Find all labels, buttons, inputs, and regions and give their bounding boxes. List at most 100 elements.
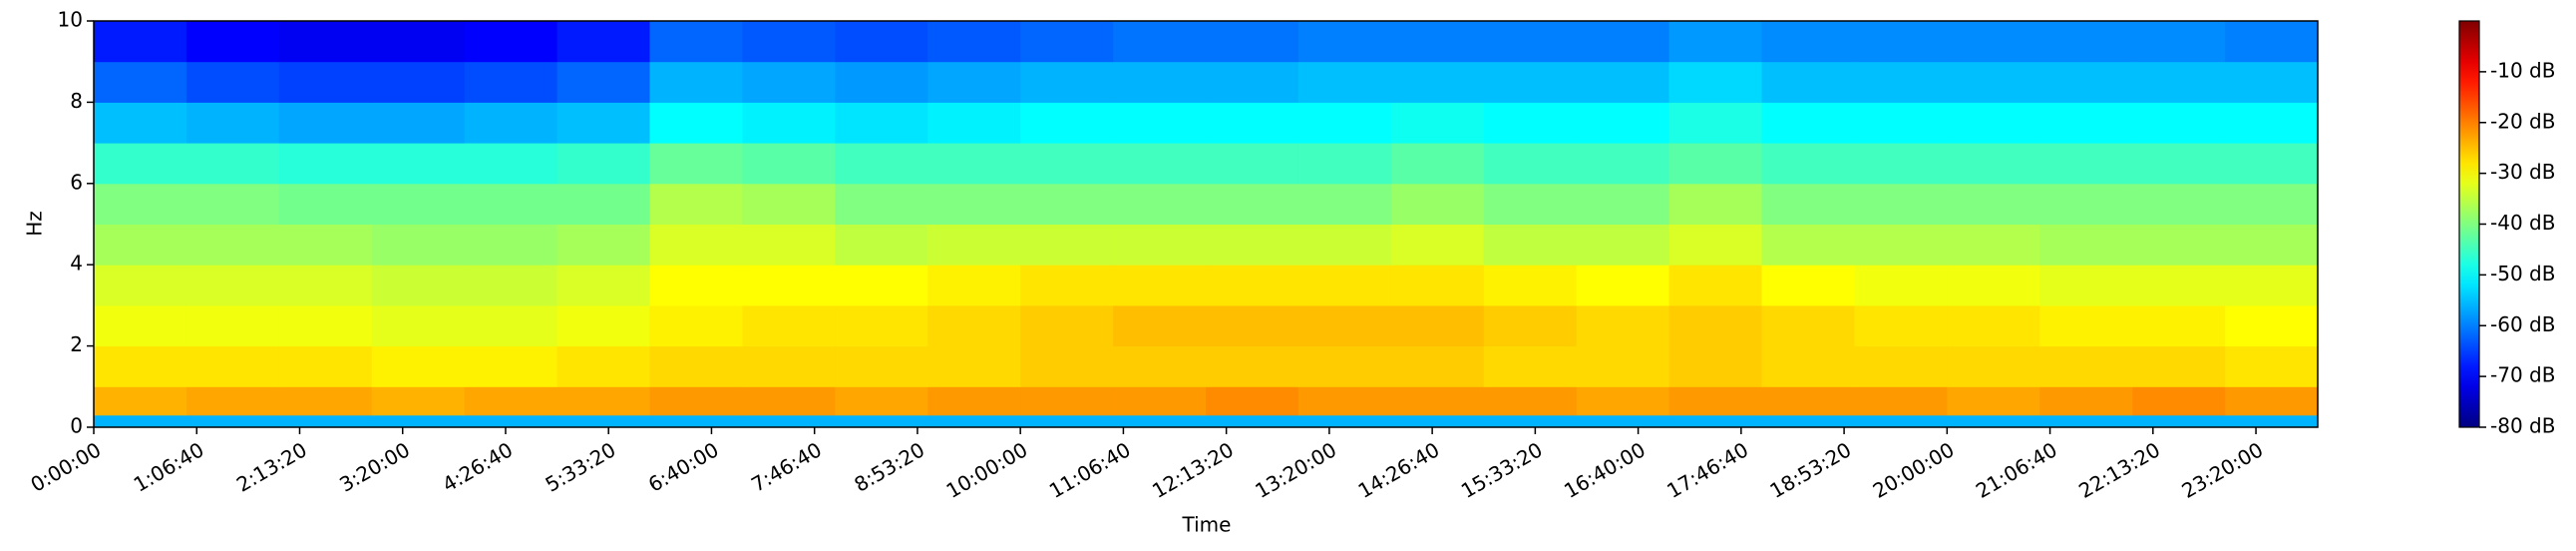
heatmap-cell (464, 61, 558, 103)
heatmap-cell (1206, 414, 1299, 428)
heatmap-cell (2039, 265, 2133, 306)
x-tick-label: 21:06:40 (1972, 437, 2061, 503)
heatmap-cell (2039, 345, 2133, 387)
heatmap-cell (464, 345, 558, 387)
heatmap-cell (927, 386, 1021, 416)
heatmap-cell (1020, 21, 1114, 63)
x-tick-label: 3:20:00 (335, 437, 414, 496)
heatmap-cell (1854, 102, 1948, 144)
heatmap-cell (927, 143, 1021, 185)
heatmap-cell (927, 304, 1021, 347)
heatmap-cell (1390, 21, 1485, 63)
heatmap-cell (371, 61, 466, 103)
heatmap-cell (742, 265, 836, 306)
heatmap-cell (278, 345, 373, 387)
heatmap-cell (1020, 345, 1114, 387)
heatmap-cell (1947, 265, 2040, 306)
x-tick-label: 4:26:40 (438, 437, 517, 496)
heatmap-cell (835, 21, 928, 63)
heatmap-cell (556, 414, 650, 428)
heatmap-cell (1297, 143, 1392, 185)
heatmap-cell (464, 21, 558, 63)
heatmap-cell (1113, 386, 1207, 416)
y-tick-label: 8 (70, 89, 83, 113)
heatmap-cell (1576, 265, 1670, 306)
heatmap-cell (1206, 386, 1299, 416)
heatmap-cell (2132, 414, 2226, 428)
heatmap-cell (185, 61, 280, 103)
heatmap-cell (464, 224, 558, 266)
colorbar-tick-label: -30 dB (2490, 160, 2555, 184)
heatmap-cell (2225, 224, 2319, 266)
y-tick-label: 6 (70, 170, 83, 194)
heatmap-cell (1576, 386, 1670, 416)
heatmap-cell (2132, 265, 2226, 306)
heatmap-cell (649, 21, 743, 63)
heatmap-cell (1390, 143, 1485, 185)
x-tick-label: 6:40:00 (644, 437, 723, 496)
heatmap-cell (2225, 61, 2319, 103)
heatmap-cell (1483, 102, 1578, 144)
heatmap-cell (278, 143, 373, 185)
heatmap-cell (927, 102, 1021, 144)
heatmap-cell (1483, 224, 1578, 266)
colorbar-tick-label: -70 dB (2490, 363, 2555, 387)
heatmap-cell (464, 265, 558, 306)
heatmap-cell (835, 414, 928, 428)
heatmap-cell (371, 386, 466, 416)
heatmap-cell (835, 265, 928, 306)
heatmap-cell (742, 414, 836, 428)
heatmap-cell (1761, 102, 1855, 144)
x-axis-label: Time (1182, 513, 1232, 537)
heatmap-cell (649, 345, 743, 387)
heatmap-cell (278, 224, 373, 266)
heatmap-cell (1761, 224, 1855, 266)
heatmap-cell (2039, 61, 2133, 103)
heatmap-cell (1668, 102, 1762, 144)
heatmap-cell (1761, 386, 1855, 416)
heatmap-cell (835, 345, 928, 387)
heatmap-cell (1668, 224, 1762, 266)
heatmap-cell (1206, 102, 1299, 144)
heatmap-cell (1113, 183, 1207, 225)
heatmap-cell (2132, 21, 2226, 63)
x-tick-label: 22:13:20 (2074, 437, 2164, 503)
heatmap-cell (649, 304, 743, 347)
heatmap-cell (927, 345, 1021, 387)
heatmap-cell (1947, 21, 2040, 63)
heatmap-cell (1483, 386, 1578, 416)
heatmap-cell (1483, 21, 1578, 63)
heatmap-cell (1668, 345, 1762, 387)
heatmap-cell (94, 102, 187, 144)
heatmap-cell (835, 304, 928, 347)
heatmap-cell (1854, 265, 1948, 306)
heatmap-cell (185, 143, 280, 185)
heatmap-cell (1668, 21, 1762, 63)
heatmap-cell (835, 102, 928, 144)
heatmap-cell (1576, 345, 1670, 387)
heatmap-cell (1297, 265, 1392, 306)
heatmap-cell (2225, 102, 2319, 144)
heatmap-cell (278, 414, 373, 428)
heatmap-cell (1113, 21, 1207, 63)
heatmap-cell (2132, 386, 2226, 416)
heatmap-cell (94, 304, 187, 347)
heatmap-cell (835, 386, 928, 416)
heatmap-cell (1297, 414, 1392, 428)
heatmap-cell (94, 21, 187, 63)
heatmap-cell (185, 102, 280, 144)
heatmap-cell (1020, 304, 1114, 347)
heatmap-cell (556, 265, 650, 306)
heatmap-cell (649, 414, 743, 428)
heatmap-cell (927, 265, 1021, 306)
x-tick-label: 15:33:20 (1457, 437, 1547, 503)
heatmap-cell (1576, 102, 1670, 144)
x-tick-label: 5:33:20 (542, 437, 620, 496)
heatmap-cell (278, 304, 373, 347)
heatmap-cell (2225, 265, 2319, 306)
heatmap-cell (1020, 414, 1114, 428)
heatmap-cell (1297, 345, 1392, 387)
x-tick-label: 17:46:40 (1662, 437, 1752, 503)
heatmap-cell (2039, 143, 2133, 185)
heatmap-cell (1206, 265, 1299, 306)
